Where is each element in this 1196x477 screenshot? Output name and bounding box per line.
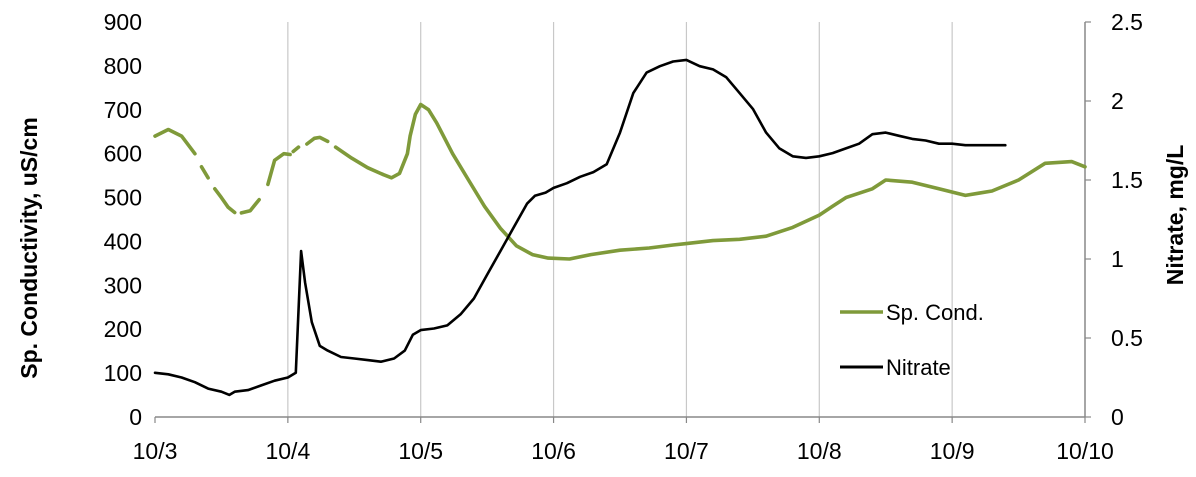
series-line-sp-cond xyxy=(153,127,197,156)
y-tick-label: 400 xyxy=(104,228,142,254)
legend-label-nitrate: Nitrate xyxy=(886,355,951,380)
series-line-sp-cond xyxy=(266,151,292,187)
ticks-layer: 10/3 10/4 10/5 10/6 10/7 10/8 10/9 10/100100200… xyxy=(104,9,1143,464)
y-tick-label: 700 xyxy=(104,97,142,123)
y2-tick-label: 2 xyxy=(1111,88,1124,114)
y2-tick-label: 1 xyxy=(1111,246,1124,272)
x-tick-label: 10/10 xyxy=(1056,438,1114,464)
y-tick-label: 800 xyxy=(104,53,142,79)
y-tick-label: 300 xyxy=(104,272,142,298)
y2-tick-label: 2.5 xyxy=(1111,9,1143,35)
axes-layer xyxy=(155,22,1086,418)
y-tick-label: 600 xyxy=(104,141,142,167)
y-tick-label: 100 xyxy=(104,360,142,386)
series-line-sp-cond xyxy=(305,135,330,146)
x-tick-label: 10/6 xyxy=(531,438,576,464)
x-tick-label: 10/3 xyxy=(133,438,178,464)
series-line-sp-cond xyxy=(333,102,1087,261)
y2-tick-label: 0 xyxy=(1111,404,1124,430)
y2-tick-label: 1.5 xyxy=(1111,167,1143,193)
y-tick-label: 200 xyxy=(104,316,142,342)
series-line-nitrate xyxy=(153,58,1007,397)
series-line-sp-cond xyxy=(199,165,210,180)
x-tick-label: 10/7 xyxy=(664,438,709,464)
legend: Sp. Cond. Nitrate xyxy=(840,300,984,380)
x-tick-label: 10/5 xyxy=(398,438,443,464)
y-axis-title: Sp. Conductivity, uS/cm xyxy=(16,117,42,379)
x-tick-label: 10/8 xyxy=(797,438,842,464)
legend-label-sp-cond: Sp. Cond. xyxy=(886,300,984,325)
y2-axis-title: Nitrate, mg/L xyxy=(1162,145,1188,286)
series-line-sp-cond xyxy=(239,197,261,215)
y2-tick-label: 0.5 xyxy=(1111,325,1143,351)
series-layer xyxy=(153,58,1087,397)
series-line-sp-cond xyxy=(213,187,237,215)
grid-layer xyxy=(287,22,953,417)
y-tick-label: 0 xyxy=(129,404,142,430)
x-tick-label: 10/4 xyxy=(265,438,310,464)
series-line-sp-cond xyxy=(291,145,301,154)
y-tick-label: 900 xyxy=(104,9,142,35)
y-tick-label: 500 xyxy=(104,185,142,211)
x-tick-label: 10/9 xyxy=(930,438,975,464)
